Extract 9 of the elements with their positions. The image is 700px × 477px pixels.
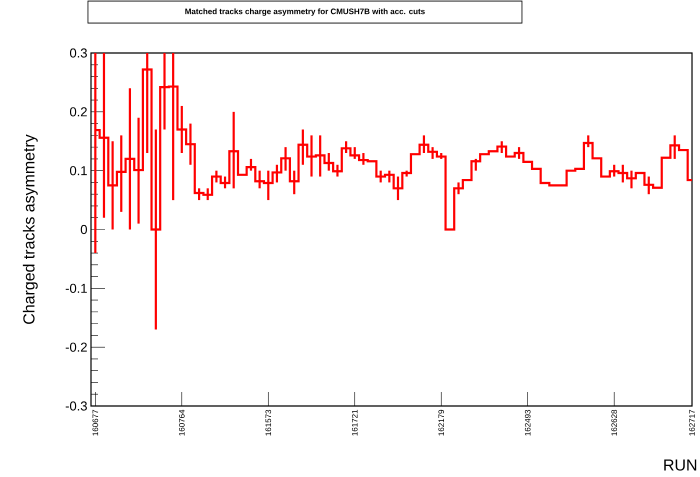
y-tick-label: 0 (80, 224, 87, 234)
y-axis-title: Charged tracks asymmetry (22, 134, 38, 324)
y-tick-label: -0.3 (66, 401, 87, 411)
y-tick-label: 0.2 (70, 107, 87, 116)
x-axis-title: RUN (664, 460, 696, 471)
y-tick-label: 0.1 (70, 166, 87, 176)
y-tick-label: -0.1 (66, 284, 87, 293)
y-tick-label: -0.2 (66, 342, 87, 352)
y-tick-label: 0.3 (70, 48, 87, 58)
